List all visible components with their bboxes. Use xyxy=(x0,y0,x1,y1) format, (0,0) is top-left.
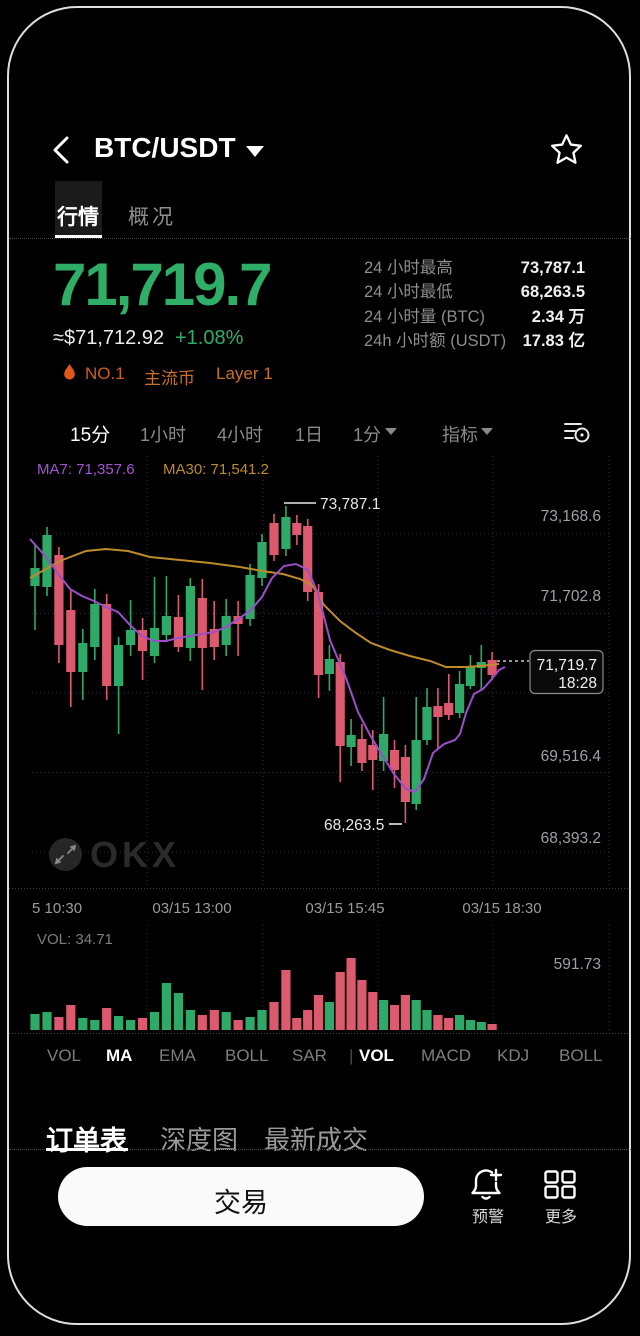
svg-text:5 10:30: 5 10:30 xyxy=(32,900,82,917)
svg-text:68,393.2: 68,393.2 xyxy=(541,830,601,847)
svg-text:71,702.8: 71,702.8 xyxy=(541,588,601,605)
svg-text:03/15 18:30: 03/15 18:30 xyxy=(462,900,541,917)
svg-text:OKX: OKX xyxy=(90,834,180,875)
svg-text:73,787.1: 73,787.1 xyxy=(320,496,380,513)
svg-text:03/15 15:45: 03/15 15:45 xyxy=(305,900,384,917)
svg-text:MA30: 71,541.2: MA30: 71,541.2 xyxy=(163,461,269,478)
svg-text:71,719.7: 71,719.7 xyxy=(537,657,597,674)
svg-text:MA7: 71,357.6: MA7: 71,357.6 xyxy=(37,461,135,478)
svg-text:69,516.4: 69,516.4 xyxy=(541,748,602,765)
svg-text:VOL: 34.71: VOL: 34.71 xyxy=(37,931,113,948)
svg-text:03/15 13:00: 03/15 13:00 xyxy=(152,900,231,917)
svg-text:73,168.6: 73,168.6 xyxy=(541,508,601,525)
svg-text:591.73: 591.73 xyxy=(554,956,601,973)
svg-text:18:28: 18:28 xyxy=(558,675,597,692)
svg-text:68,263.5: 68,263.5 xyxy=(324,817,384,834)
